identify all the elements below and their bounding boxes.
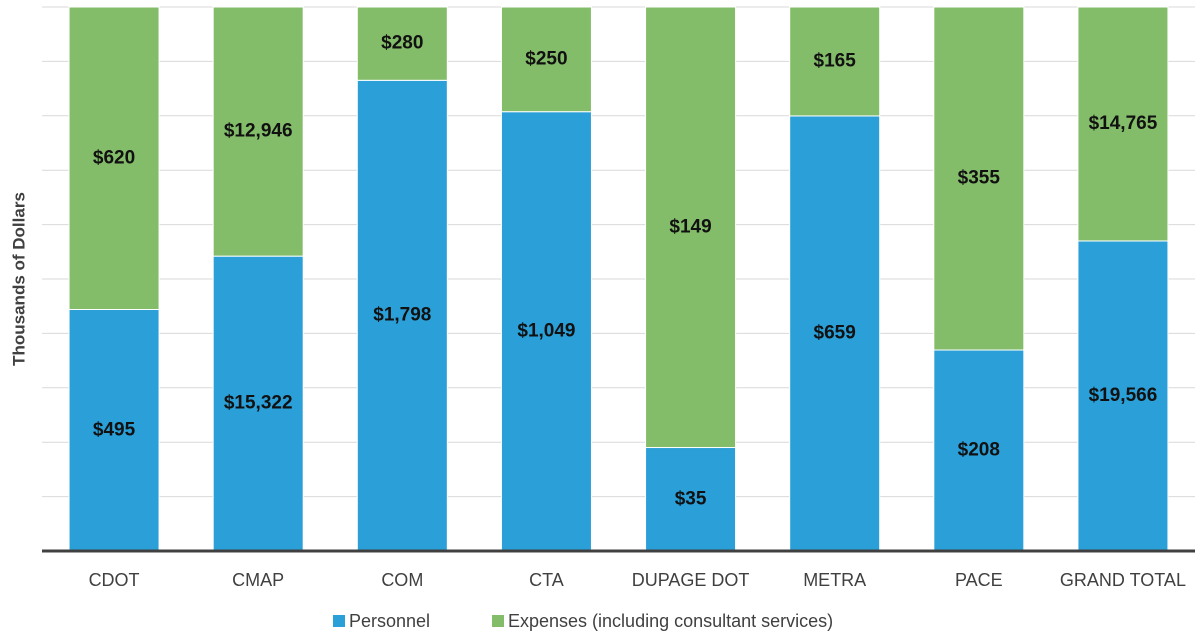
bar-segment [356,79,448,552]
data-label: $19,566 [1089,385,1158,406]
bar-segment [212,255,304,552]
bar-segment [212,6,304,257]
bar-segment [356,6,448,81]
data-label: $12,946 [224,121,293,142]
data-label: $250 [525,48,567,69]
bar-segment [789,6,881,117]
bar-segment [68,308,160,552]
legend-swatch [492,615,504,627]
data-label: $1,049 [517,320,575,341]
legend-label: Personnel [349,611,430,631]
bar-segment [1077,240,1169,552]
y-axis-label: Thousands of Dollars [9,192,28,366]
data-label: $15,322 [224,393,293,414]
x-tick-label: CDOT [89,570,140,590]
bar-segment [500,6,592,113]
bar-segment [645,447,737,552]
bar-segment [789,115,881,552]
data-label: $659 [814,322,856,343]
data-label: $1,798 [373,305,431,326]
bar-segment [1077,6,1169,242]
x-tick-label: METRA [803,570,866,590]
bar-segment [645,6,737,449]
legend-label: Expenses (including consultant services) [508,611,833,631]
x-tick-label: DUPAGE DOT [632,570,750,590]
data-label: $495 [93,419,136,440]
x-tick-label: GRAND TOTAL [1060,570,1186,590]
bar-segment [68,6,160,310]
x-tick-label: CTA [529,570,564,590]
data-label: $620 [93,147,135,168]
bar-segment [933,6,1025,351]
data-label: $14,765 [1089,113,1158,134]
data-label: $280 [381,33,423,54]
data-label: $355 [958,168,1001,189]
data-label: $35 [675,488,707,509]
data-label: $208 [958,440,1000,461]
x-tick-label: PACE [955,570,1003,590]
bar-segment [500,111,592,552]
x-tick-label: COM [381,570,423,590]
bar-segment [933,349,1025,552]
data-label: $149 [669,216,711,237]
legend-swatch [333,615,345,627]
x-tick-label: CMAP [232,570,284,590]
data-label: $165 [814,50,857,71]
